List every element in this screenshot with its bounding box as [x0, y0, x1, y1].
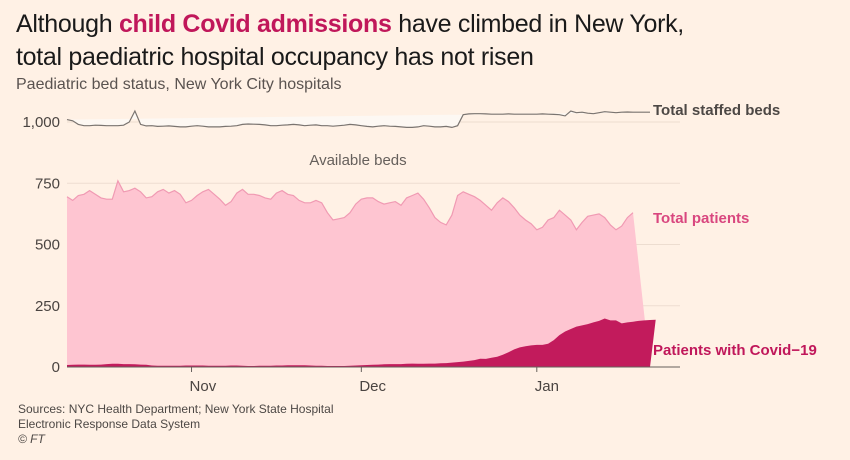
chart-title: Although child Covid admissions have cli…	[16, 8, 684, 74]
total-patients-line	[66, 179, 634, 231]
title-line2: total paediatric hospital occupancy has …	[16, 43, 534, 71]
title-suffix: have climbed in New York,	[391, 10, 684, 38]
legend-label-total-patients: Total patients	[653, 210, 749, 227]
source-line-2: Electronic Response Data System	[18, 417, 201, 431]
x-tick-label: Jan	[535, 378, 559, 395]
available-beds-area	[67, 111, 650, 128]
legend-label-covid-patients: Patients with Covid−19	[653, 342, 817, 359]
x-tick-label: Dec	[359, 378, 386, 395]
source-note: Sources: NYC Health Department; New York…	[18, 402, 333, 447]
total-staffed-beds-line	[66, 109, 650, 129]
copyright: © FT	[18, 432, 45, 446]
x-tick-label: Nov	[190, 378, 217, 395]
chart-axes: 0 250 500 750 1,000 Nov Dec Jan	[22, 114, 680, 395]
y-tick-label: 0	[52, 359, 60, 376]
source-line-1: Sources: NYC Health Department; New York…	[18, 402, 334, 416]
available-beds-annotation: Available beds	[309, 152, 406, 169]
covid-patients-area	[67, 318, 656, 367]
chart-areas	[67, 111, 656, 367]
y-tick-label: 750	[35, 175, 60, 192]
title-highlight: child Covid admissions	[118, 10, 392, 38]
title-prefix: Although	[16, 10, 119, 38]
y-tick-label: 1,000	[22, 114, 60, 131]
y-tick-label: 250	[35, 298, 60, 315]
y-tick-label: 500	[35, 237, 60, 254]
chart-lines	[66, 109, 650, 231]
legend-label-total-staffed-beds: Total staffed beds	[653, 102, 780, 119]
chart-subtitle: Paediatric bed status, New York City hos…	[16, 76, 342, 93]
total-patients-area	[67, 180, 650, 367]
